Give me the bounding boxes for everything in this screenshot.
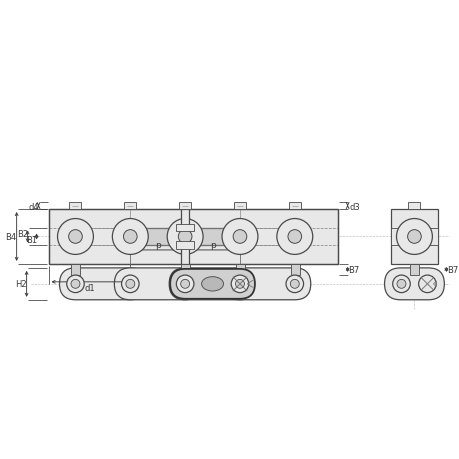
Text: d4: d4: [28, 202, 39, 211]
FancyBboxPatch shape: [224, 269, 310, 300]
Circle shape: [67, 275, 84, 293]
FancyBboxPatch shape: [59, 269, 146, 300]
Bar: [71, 264, 80, 275]
Circle shape: [418, 275, 435, 293]
Text: d1: d1: [84, 284, 95, 293]
Circle shape: [112, 219, 148, 255]
Bar: [124, 202, 136, 210]
Bar: [130, 228, 240, 246]
Circle shape: [231, 275, 248, 293]
Bar: [49, 210, 337, 264]
Bar: [409, 264, 419, 275]
Circle shape: [123, 230, 137, 244]
Bar: [176, 242, 194, 250]
Text: B7: B7: [446, 265, 457, 274]
Bar: [181, 210, 189, 264]
Text: B4: B4: [5, 232, 16, 241]
Circle shape: [396, 219, 431, 255]
Text: B2: B2: [17, 230, 28, 239]
Bar: [288, 202, 300, 210]
Bar: [179, 202, 190, 210]
Ellipse shape: [201, 277, 223, 291]
Bar: [402, 228, 425, 246]
Bar: [408, 202, 420, 210]
Circle shape: [396, 280, 405, 289]
Text: d2: d2: [207, 284, 218, 293]
Circle shape: [287, 230, 301, 244]
FancyBboxPatch shape: [384, 269, 443, 300]
Circle shape: [290, 280, 299, 289]
Circle shape: [68, 230, 82, 244]
Circle shape: [222, 219, 257, 255]
Bar: [427, 228, 437, 246]
Bar: [69, 202, 81, 210]
Bar: [235, 264, 245, 275]
FancyBboxPatch shape: [114, 269, 201, 300]
Bar: [390, 210, 437, 264]
Text: B1: B1: [26, 235, 37, 245]
Circle shape: [276, 219, 312, 255]
Circle shape: [285, 275, 303, 293]
Circle shape: [235, 280, 244, 289]
Bar: [181, 264, 190, 275]
Text: p: p: [209, 241, 215, 250]
Bar: [290, 264, 299, 275]
FancyBboxPatch shape: [169, 269, 255, 300]
Text: B7: B7: [347, 265, 358, 274]
Text: p: p: [155, 241, 160, 250]
Bar: [390, 228, 400, 246]
Circle shape: [176, 275, 194, 293]
Circle shape: [126, 280, 134, 289]
Circle shape: [178, 230, 191, 244]
Circle shape: [121, 275, 139, 293]
Circle shape: [71, 280, 80, 289]
Bar: [234, 202, 246, 210]
FancyBboxPatch shape: [170, 269, 254, 299]
Circle shape: [233, 230, 246, 244]
Circle shape: [392, 275, 409, 293]
Circle shape: [167, 219, 202, 255]
Text: d3: d3: [348, 202, 359, 211]
Bar: [176, 224, 194, 232]
Circle shape: [407, 230, 420, 244]
Circle shape: [57, 219, 93, 255]
Circle shape: [180, 280, 189, 289]
Text: H2: H2: [15, 280, 26, 289]
